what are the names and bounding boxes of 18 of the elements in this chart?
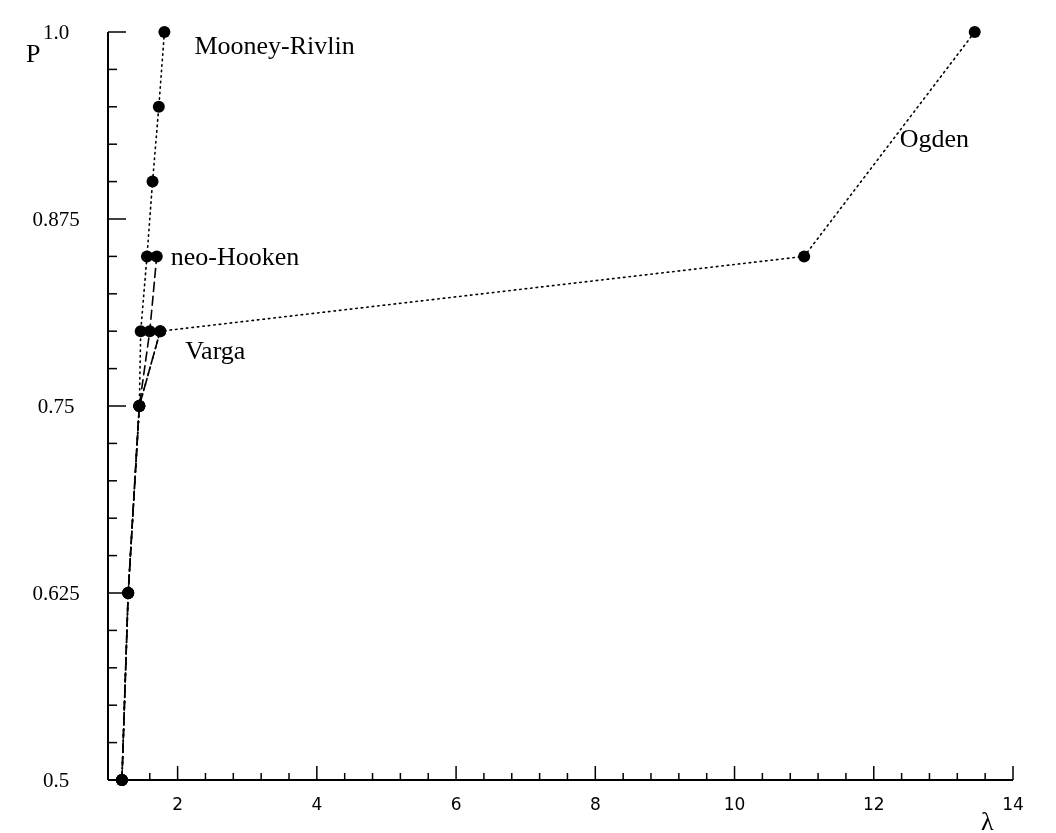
y-axis-title: P <box>26 39 41 68</box>
y-tick-label: 0.875 <box>32 207 80 231</box>
y-tick-label: 1.0 <box>42 20 70 44</box>
y-tick-label: 0.75 <box>37 394 75 418</box>
series-label: Ogden <box>899 124 970 153</box>
x-tick-label: 12 <box>862 794 885 814</box>
series-label: Mooney-Rivlin <box>194 31 355 60</box>
x-tick-label: 10 <box>723 794 746 814</box>
x-axis-title: λ <box>981 807 994 833</box>
y-tick-label: 0.625 <box>32 581 80 605</box>
x-tick-label: 14 <box>1002 794 1024 814</box>
x-tick-label: 6 <box>450 794 462 814</box>
series-label: neo-Hooken <box>170 242 300 272</box>
y-tick-label: 0.5 <box>42 768 70 792</box>
x-tick-label: 8 <box>589 794 601 814</box>
x-tick-label: 2 <box>172 794 184 814</box>
series-label: Varga <box>185 336 246 366</box>
x-tick-label: 4 <box>311 794 323 814</box>
